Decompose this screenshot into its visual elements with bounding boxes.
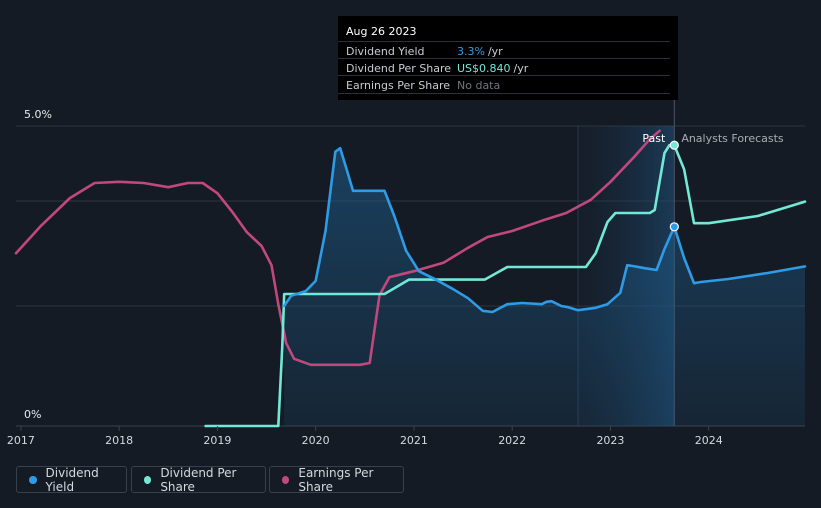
tooltip: Aug 26 2023 Dividend Yield 3.3%/yr Divid… [338,16,678,100]
series-area-0 [284,148,805,426]
x-tick-label: 2017 [7,434,35,447]
tooltip-row-dividend-per-share: Dividend Per Share US$0.840/yr [338,58,670,76]
x-tick-label: 2021 [400,434,428,447]
tooltip-date: Aug 26 2023 [346,25,417,38]
marker-dividend-yield [669,222,679,232]
y-axis-top-label: 5.0% [24,108,52,121]
tooltip-value: No data [457,79,501,92]
legend-earnings-per-share[interactable]: Earnings Per Share [269,465,404,494]
tooltip-row-dividend-yield: Dividend Yield 3.3%/yr [338,41,670,59]
legend-dividend-per-share[interactable]: Dividend Per Share [131,465,266,494]
legend-label: Dividend Yield [45,465,99,494]
x-tick-label: 2022 [498,434,526,447]
past-label: Past [642,132,666,145]
x-tick-label: 2019 [203,434,231,447]
tooltip-label: Earnings Per Share [346,79,451,92]
series-line-earnings-per-share [14,129,661,367]
x-tick-label: 2018 [105,434,133,447]
tooltip-row-earnings-per-share: Earnings Per Share No data [338,75,670,94]
legend-label: Earnings Per Share [298,465,374,494]
x-tick-label: 2023 [596,434,624,447]
tooltip-label: Dividend Per Share [346,62,452,75]
marker-dividend-per-share [669,140,679,150]
tooltip-value: 3.3%/yr [457,45,503,58]
tooltip-label: Dividend Yield [346,45,425,58]
series-line-dividend-per-share [204,143,807,428]
y-axis-bottom-label: 0% [24,408,41,421]
legend-dividend-yield[interactable]: Dividend Yield [16,465,127,494]
legend-label: Dividend Per Share [160,465,237,494]
x-tick-label: 2024 [695,434,723,447]
series-line-dividend-yield [282,146,807,314]
legend-dot-icon [144,475,152,484]
legend-dot-icon [282,475,290,484]
legend-dot-icon [29,475,37,484]
x-tick-label: 2020 [302,434,330,447]
tooltip-value: US$0.840/yr [457,62,529,75]
forecast-label: Analysts Forecasts [681,132,784,145]
